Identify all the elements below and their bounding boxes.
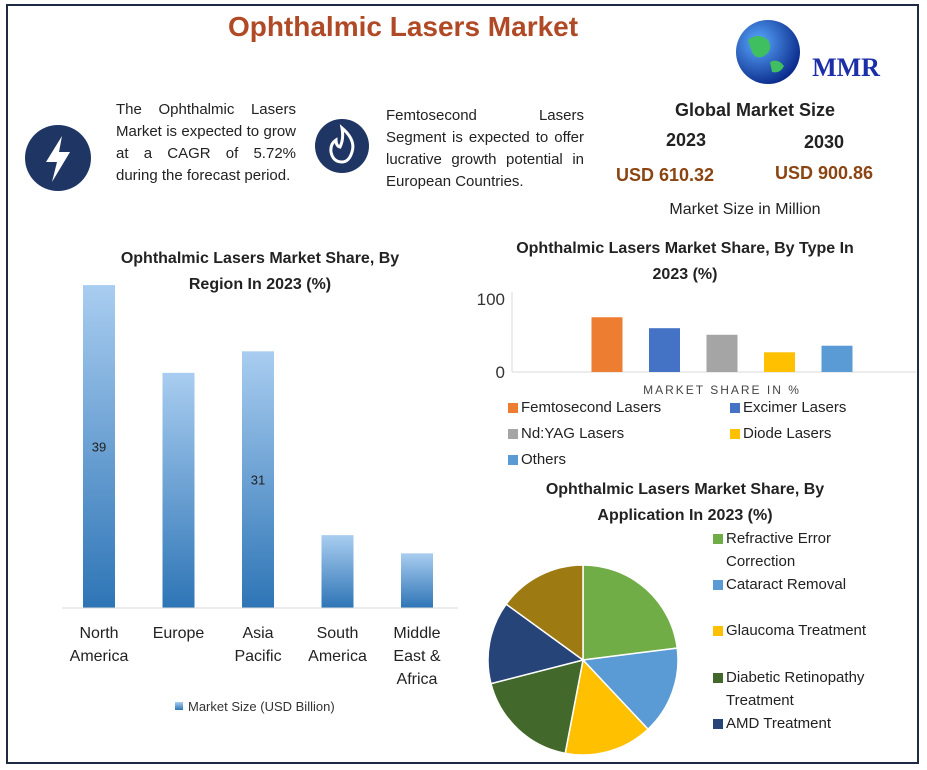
- legend-swatch: [508, 429, 518, 439]
- legend-swatch: [713, 580, 723, 590]
- size-note: Market Size in Million: [669, 201, 821, 218]
- x-tick-label: Asia Pacific: [234, 625, 282, 665]
- bar: [649, 328, 680, 372]
- legend-swatch: [730, 403, 740, 413]
- legend-swatch: [175, 702, 183, 710]
- year: 2030: [803, 132, 845, 152]
- pie-slice: [582, 564, 679, 661]
- legend-swatch: [713, 626, 723, 636]
- legend-label: Glaucoma Treatment: [726, 622, 867, 639]
- frame: [6, 4, 919, 764]
- legend-label: Others: [521, 451, 567, 468]
- x-tick-label: Middle East & Africa: [393, 625, 441, 688]
- x-axis-label: MARKET SHARE IN %: [643, 383, 801, 397]
- logo-land: [748, 36, 784, 73]
- legend-swatch: [713, 719, 723, 729]
- x-tick-label: South America: [308, 625, 367, 665]
- title: Ophthalmic Lasers Market: [228, 11, 578, 42]
- bar: [83, 285, 115, 608]
- bar: [162, 372, 195, 608]
- chart-title: Ophthalmic Lasers Market Share, By Type …: [516, 240, 854, 283]
- pie-slice: [564, 658, 650, 756]
- bar: [401, 553, 433, 608]
- legend-label: Femtosecond Lasers: [521, 399, 662, 416]
- highlight: Femtosecond Lasers Segment is expected t…: [386, 107, 584, 190]
- pie-slice: [581, 647, 679, 731]
- bar: [706, 334, 738, 372]
- bar: [764, 352, 795, 372]
- value-label: 31: [251, 473, 265, 488]
- pie-slice: [487, 603, 585, 685]
- legend-label: Excimer Lasers: [743, 399, 847, 416]
- legend-swatch: [508, 403, 518, 413]
- y-tick-label: 0: [496, 363, 505, 382]
- legend-label: Refractive Error Correction: [726, 530, 832, 570]
- bar: [242, 351, 274, 608]
- size-value: USD 900.86: [774, 163, 874, 183]
- legend-label: Nd:YAG Lasers: [521, 425, 625, 442]
- bar: [321, 535, 354, 608]
- pie-slice: [505, 564, 584, 662]
- legend-swatch: [713, 673, 723, 683]
- market-size-title: Global Market Size: [674, 100, 836, 120]
- legend-swatch: [508, 455, 518, 465]
- bar: [821, 345, 853, 372]
- highlight: The Ophthalmic Lasers Market is expected…: [116, 101, 296, 184]
- value-label: 39: [92, 440, 106, 455]
- chart-title: Ophthalmic Lasers Market Share, By Appli…: [545, 481, 825, 524]
- year: 2023: [665, 130, 707, 150]
- pie-slice: [490, 658, 584, 755]
- logo-text: MMR: [812, 53, 880, 82]
- legend-swatch: [730, 429, 740, 439]
- x-tick-label: North America: [69, 625, 129, 665]
- size-value: USD 610.32: [615, 165, 715, 185]
- bolt: [46, 136, 70, 182]
- legend-label: Cataract Removal: [726, 576, 847, 593]
- flame: [329, 124, 355, 164]
- legend-label: AMD Treatment: [726, 715, 832, 732]
- legend-swatch: [713, 534, 723, 544]
- bar: [591, 317, 623, 372]
- chart-title: Ophthalmic Lasers Market Share, By Regio…: [120, 250, 400, 293]
- legend-label: Market Size (USD Billion): [188, 699, 335, 714]
- legend-label: Diode Lasers: [743, 425, 832, 442]
- y-tick-label: 100: [477, 290, 505, 309]
- x-tick-label: Europe: [152, 625, 205, 642]
- legend-label: Diabetic Retinopathy Treatment: [726, 669, 865, 709]
